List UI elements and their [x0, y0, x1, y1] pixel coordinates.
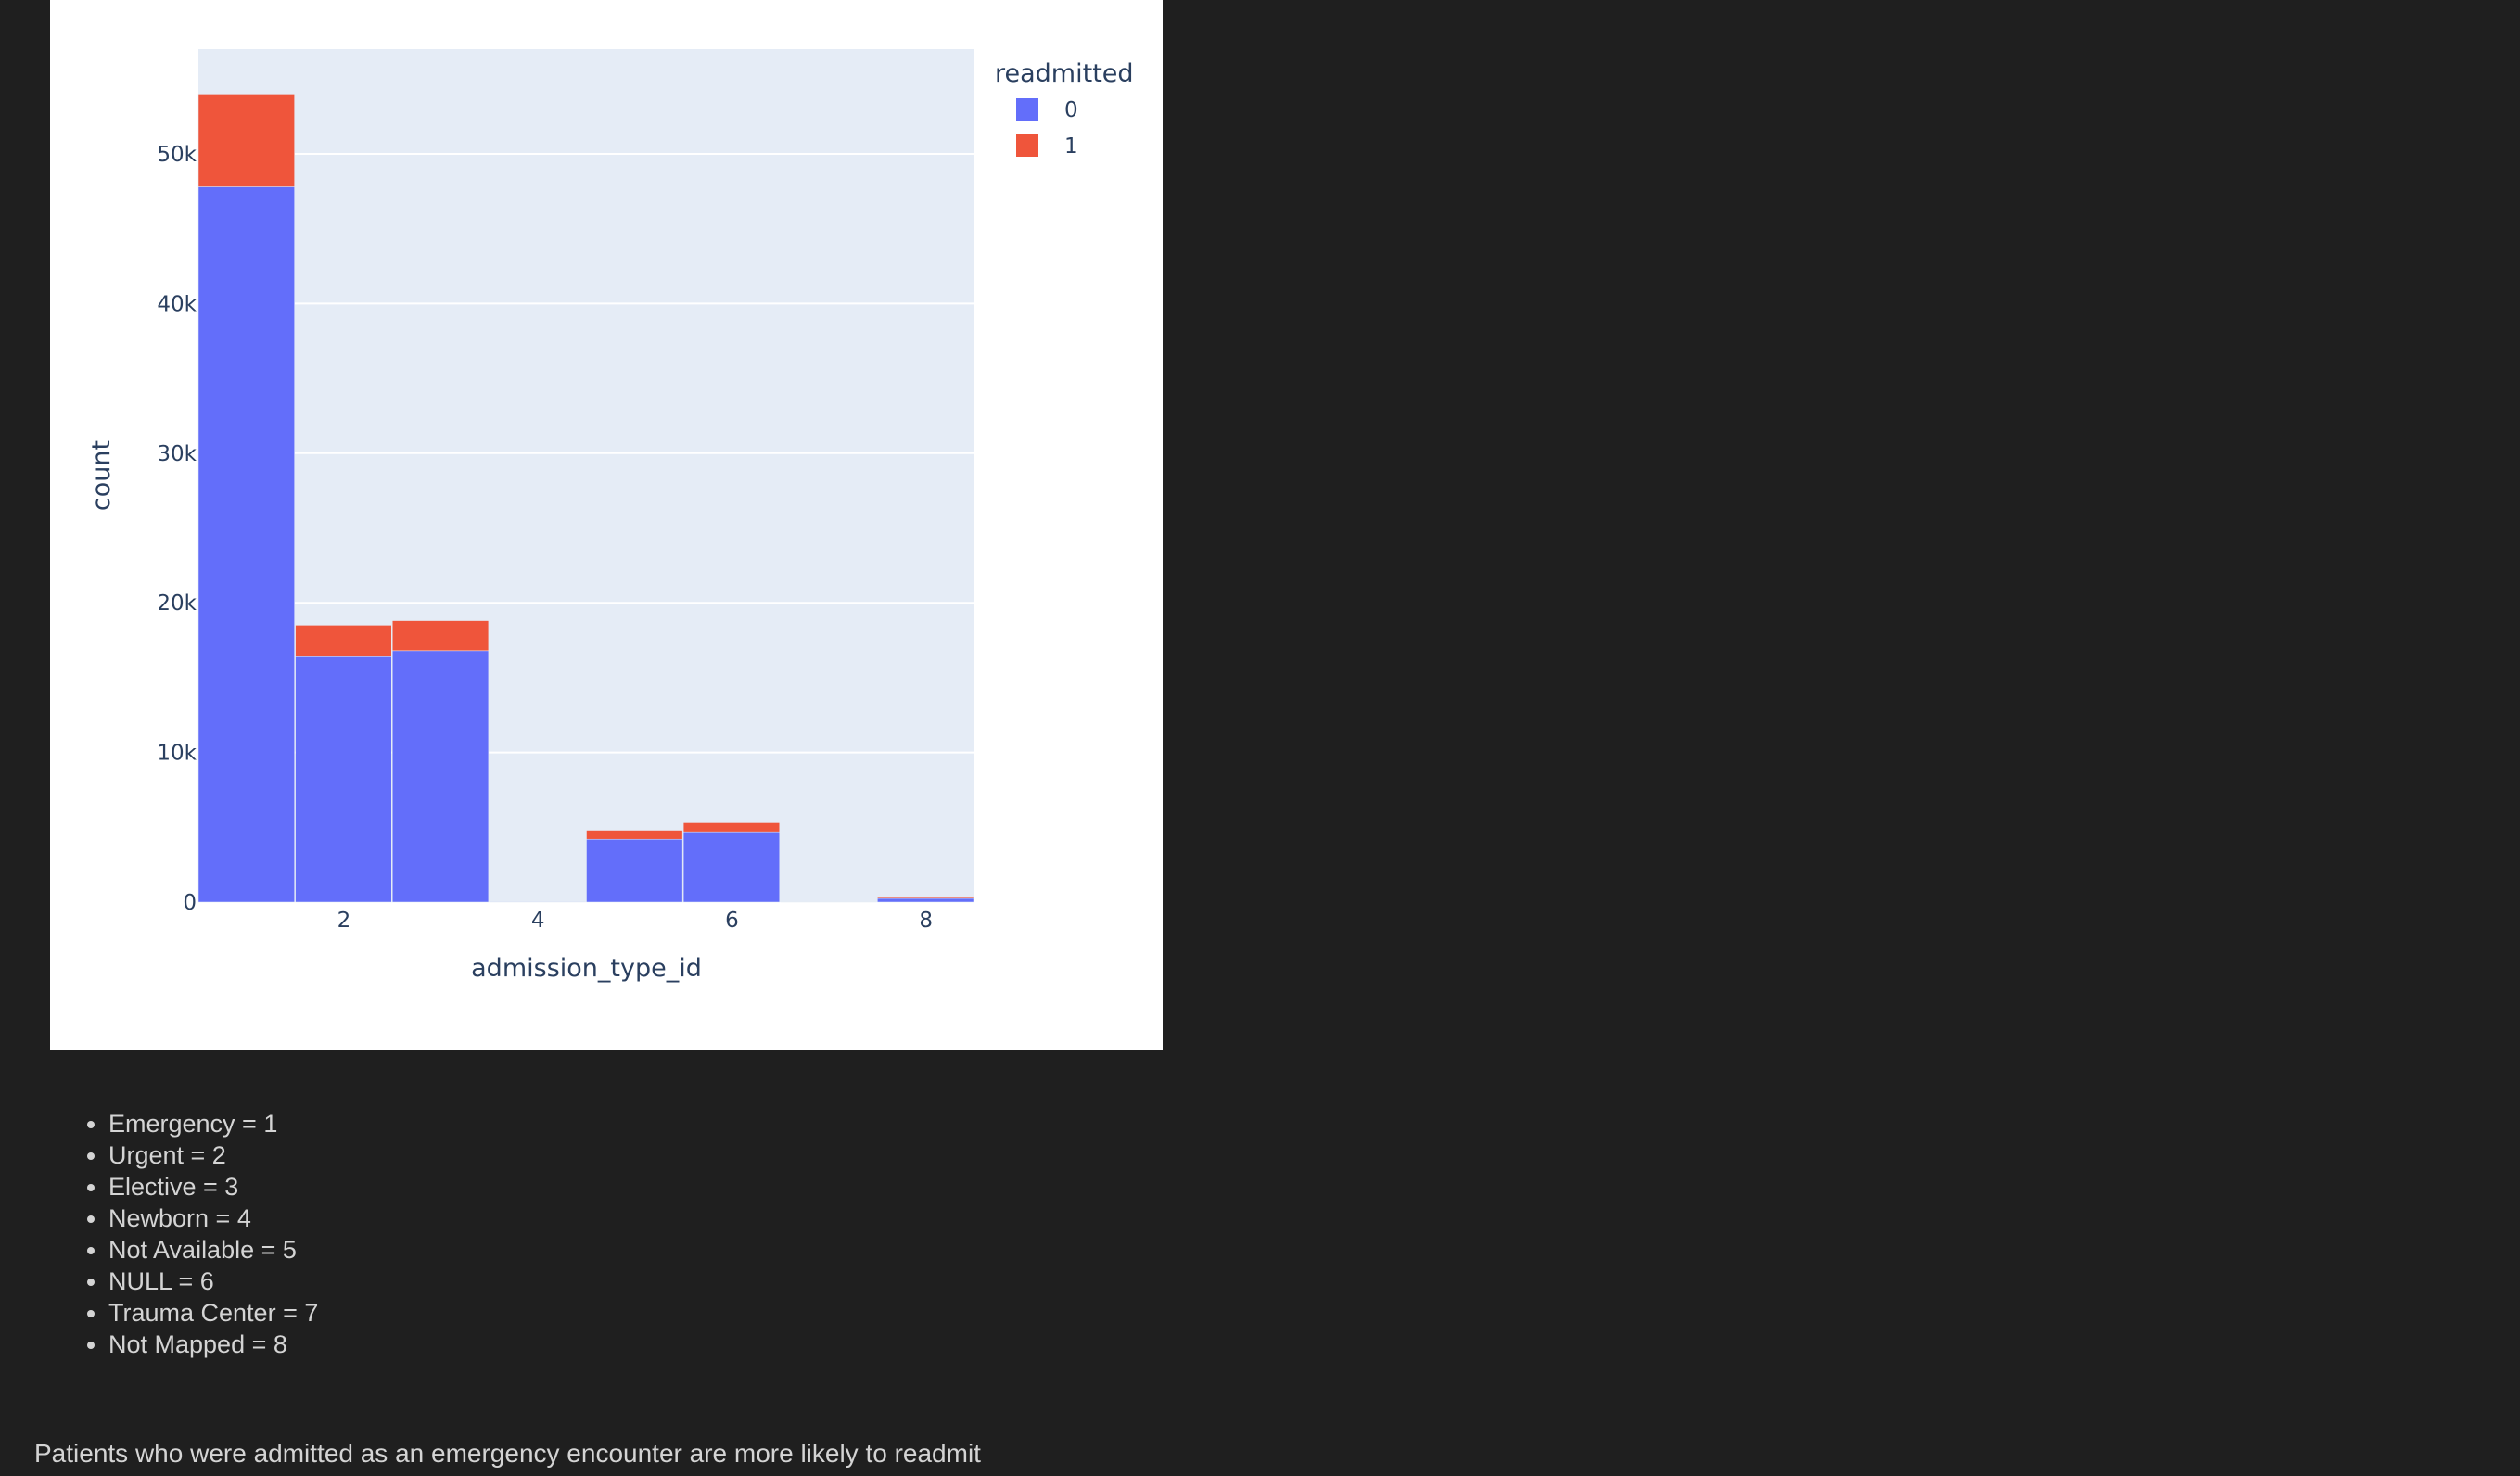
y-tick-label: 50k — [157, 143, 197, 167]
x-axis-title: admission_type_id — [471, 954, 702, 983]
y-tick-label: 0 — [183, 891, 197, 915]
list-item: Not Available = 5 — [108, 1234, 1113, 1266]
legend-label: 0 — [1064, 98, 1078, 122]
conclusion-text: Patients who were admitted as an emergen… — [34, 1439, 981, 1468]
bar-series-1 — [682, 822, 780, 833]
x-tick-label: 4 — [531, 909, 545, 933]
list-item: Elective = 3 — [108, 1171, 1113, 1202]
bar-series-0 — [392, 650, 490, 903]
y-tick-label: 40k — [157, 292, 197, 316]
list-item: Urgent = 2 — [108, 1139, 1113, 1171]
legend-swatch — [1016, 98, 1038, 121]
list-item: Not Mapped = 8 — [108, 1329, 1113, 1360]
y-tick-label: 20k — [157, 592, 197, 616]
bar-series-1 — [197, 94, 295, 187]
bar-series-0 — [197, 186, 295, 903]
bar-series-1 — [586, 830, 683, 840]
bar-series-0 — [877, 897, 974, 903]
list-item: Emergency = 1 — [108, 1108, 1113, 1139]
list-item: Trauma Center = 7 — [108, 1297, 1113, 1329]
y-tick-label: 30k — [157, 442, 197, 466]
y-axis-title: count — [87, 440, 116, 511]
x-tick-label: 6 — [725, 909, 739, 933]
bar-series-1 — [295, 625, 392, 657]
legend-label: 1 — [1064, 134, 1078, 159]
bar-series-0 — [295, 656, 392, 903]
admission-type-legend-list: Emergency = 1 Urgent = 2 Elective = 3 Ne… — [0, 1108, 1113, 1360]
bar-series-1 — [392, 620, 490, 652]
legend-swatch — [1016, 134, 1038, 157]
x-tick-label: 2 — [337, 909, 351, 933]
legend-title: readmitted — [995, 59, 1134, 88]
plot-card: 0 10k 20k 30k 40k 50k 2 4 6 8 admission_type_id cou… — [50, 0, 1163, 1050]
y-tick-label: 10k — [157, 742, 197, 766]
list-item: Newborn = 4 — [108, 1202, 1113, 1234]
histogram-chart: 0 10k 20k 30k 40k 50k 2 4 6 8 admission_type_id cou… — [87, 49, 1134, 983]
bar-series-1 — [877, 897, 974, 899]
x-tick-label: 8 — [919, 909, 933, 933]
bar-series-0 — [586, 838, 683, 903]
list-item: NULL = 6 — [108, 1266, 1113, 1297]
notes-list: Emergency = 1 Urgent = 2 Elective = 3 Ne… — [0, 1108, 1113, 1360]
bar-series-0 — [682, 831, 780, 903]
